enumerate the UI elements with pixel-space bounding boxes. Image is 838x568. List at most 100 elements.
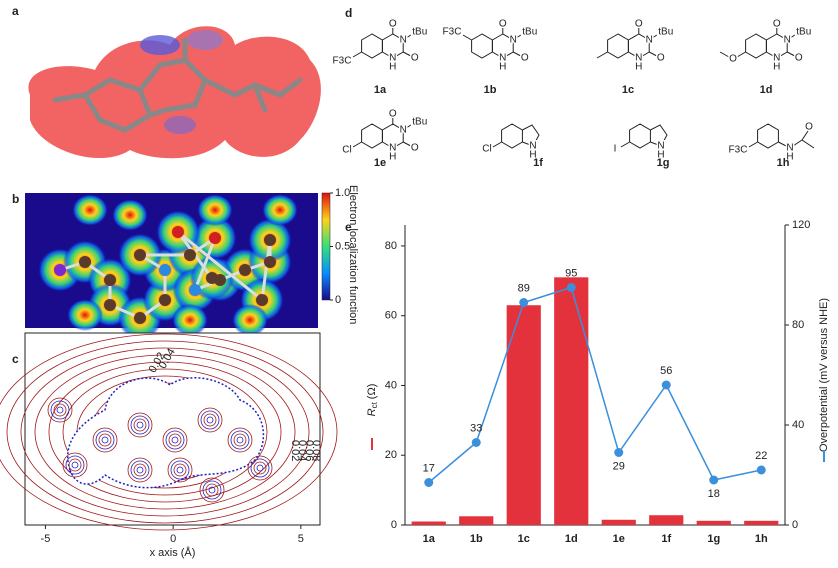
atom-label: O	[729, 54, 737, 65]
x-axis-label: x axis (Å)	[150, 546, 196, 559]
bond	[736, 51, 746, 58]
ring	[471, 33, 493, 59]
panel-label: a	[12, 4, 19, 18]
atom-label: Cl	[342, 145, 351, 156]
atom-label: H	[773, 62, 780, 73]
atom-ball	[189, 284, 201, 296]
elf-blob	[67, 299, 103, 331]
y2-tick-label: 120	[792, 219, 810, 231]
ring	[361, 123, 383, 149]
contour	[136, 466, 144, 474]
x-tick-label: 5	[298, 533, 304, 545]
ring	[745, 33, 767, 59]
y-tick-label: 80	[385, 240, 397, 252]
bond	[778, 141, 791, 149]
contour	[200, 410, 220, 430]
atom-label: O	[411, 53, 419, 64]
atom-label: F3C	[729, 145, 748, 156]
bar	[744, 520, 779, 525]
bar	[554, 277, 589, 525]
bond	[352, 51, 362, 58]
colorbar	[321, 192, 331, 301]
y-axis-label: Rct(Ω)	[366, 384, 379, 417]
bond	[620, 141, 630, 148]
bond	[462, 34, 472, 41]
atom-ball	[264, 256, 276, 268]
bond	[786, 34, 796, 41]
atom-label: O	[521, 53, 529, 64]
bond	[512, 34, 522, 41]
bar	[649, 515, 684, 525]
point	[519, 298, 529, 307]
atom-label: O	[795, 53, 803, 64]
atom-label: tBu	[412, 27, 427, 38]
atom-ball	[104, 299, 116, 311]
y-tick-label: 40	[385, 379, 397, 391]
compound-label: 1a	[374, 84, 387, 96]
data-label: 22	[755, 450, 767, 462]
atom-ball	[134, 249, 146, 261]
ring	[650, 124, 668, 147]
contour	[68, 458, 82, 472]
contour	[53, 403, 67, 417]
atom-label: N	[400, 35, 407, 46]
ring	[522, 124, 540, 147]
atom-label: O	[773, 19, 781, 30]
atom-label: tBu	[796, 27, 811, 38]
y2-axis-label: Overpotential (mV versus NHE)	[818, 298, 830, 452]
colorbar-tick-label: 0.5	[335, 240, 350, 252]
contour	[95, 430, 115, 450]
contour	[47, 397, 73, 423]
atom-label: N	[389, 53, 396, 64]
ring	[501, 123, 523, 149]
contour	[133, 463, 147, 477]
elf-blob	[197, 194, 233, 226]
contour	[199, 477, 225, 503]
ring	[361, 33, 383, 59]
atom-label: tBu	[522, 27, 537, 38]
data-label: 29	[613, 460, 625, 472]
line	[428, 286, 762, 484]
atom-label: O	[805, 122, 813, 133]
x-tick-label: 1a	[423, 533, 436, 545]
contour	[206, 416, 214, 424]
y-tick-label: 0	[391, 519, 397, 531]
atom-label: F3C	[333, 56, 352, 67]
negative-region	[164, 116, 196, 134]
atom-label: O	[389, 109, 397, 120]
atom-ball	[104, 274, 116, 286]
panel-label: d	[345, 6, 352, 20]
bond	[260, 239, 272, 301]
panel-label: c	[12, 352, 19, 366]
compound-label: 1b	[484, 84, 497, 96]
compound-label: 1g	[657, 157, 670, 169]
x-tick-label: 1c	[518, 533, 530, 545]
atom-label: H	[786, 152, 793, 163]
molecule-sticks	[52, 37, 303, 133]
contour	[50, 400, 70, 420]
panel-c-image	[0, 332, 338, 531]
atom-label: N	[400, 125, 407, 136]
y-tick-label: 20	[385, 449, 397, 461]
atom-label: N	[646, 35, 653, 46]
contour	[236, 436, 244, 444]
atom-label: H	[389, 152, 396, 163]
x-tick-label: 1f	[661, 533, 671, 545]
panel-a-image	[28, 26, 321, 159]
y2-tick-label: 40	[792, 419, 804, 431]
panel-b-image	[25, 193, 318, 340]
contour	[250, 458, 270, 478]
bond	[748, 141, 758, 148]
atom-label: H	[635, 62, 642, 73]
x-tick-label: 0	[170, 533, 176, 545]
bar	[506, 305, 541, 525]
contour	[208, 486, 216, 494]
data-label: 33	[470, 422, 482, 434]
contour	[62, 452, 88, 478]
bar	[459, 516, 494, 525]
bond	[719, 51, 730, 58]
bond	[193, 237, 217, 291]
atom-label: F3C	[443, 27, 462, 38]
bond	[402, 124, 412, 131]
point	[661, 380, 671, 390]
